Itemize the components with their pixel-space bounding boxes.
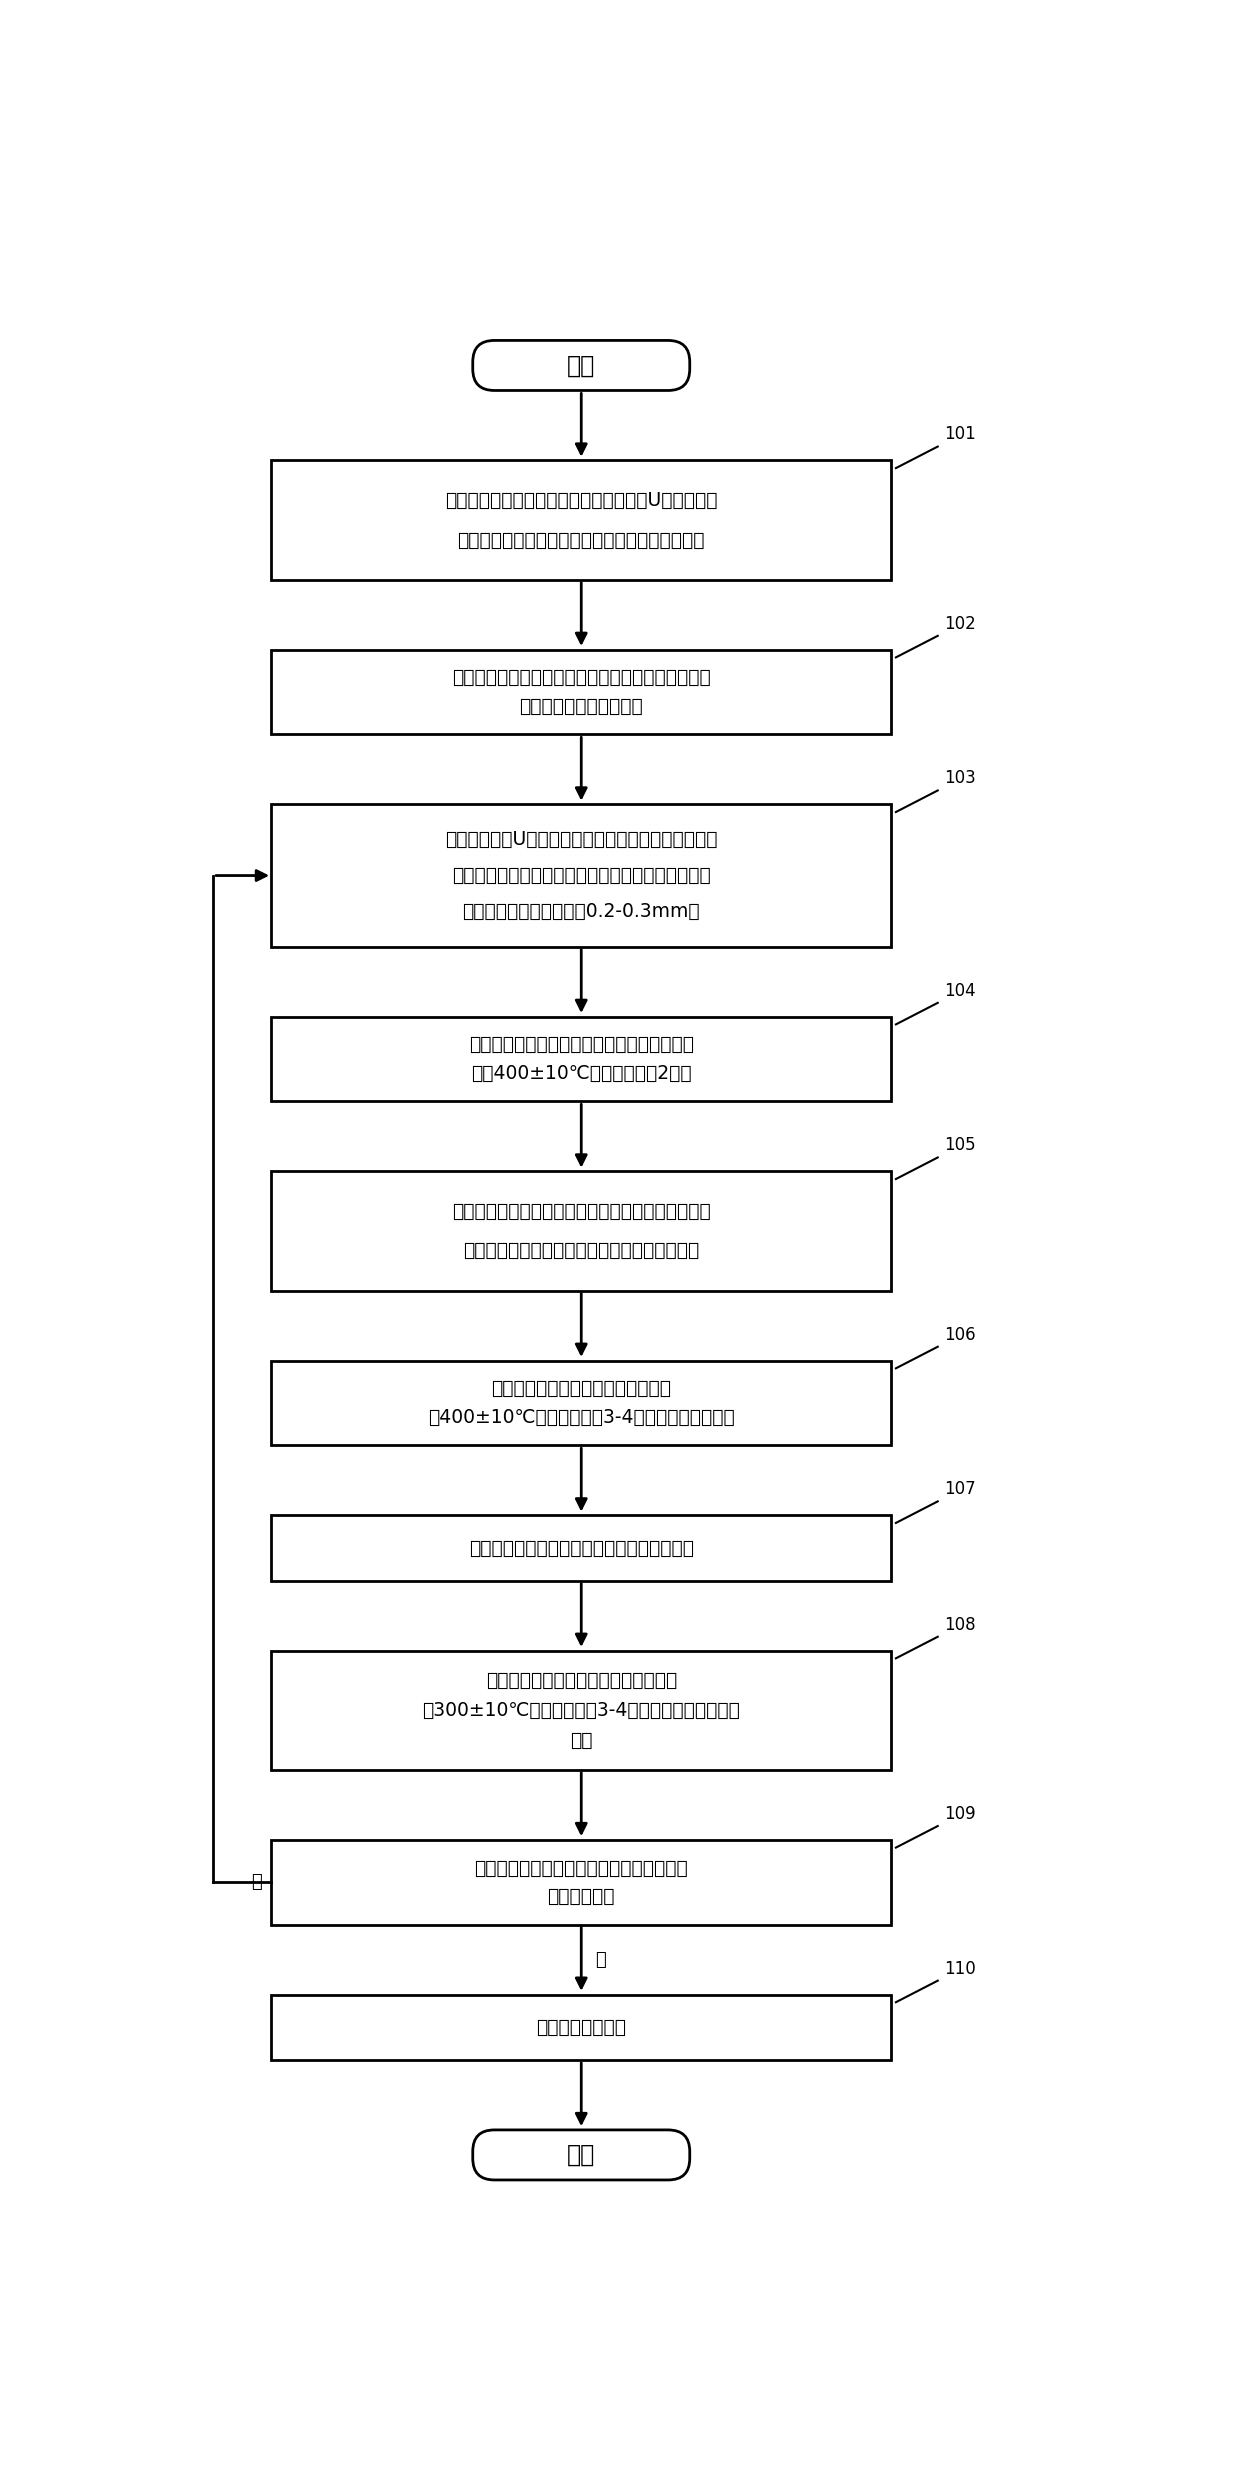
- Bar: [272, 651, 892, 735]
- Bar: [272, 1361, 892, 1446]
- Text: 110: 110: [944, 1960, 976, 1977]
- Text: 在300±10℃的温度下保温3-4小时，进行去应力时效: 在300±10℃的温度下保温3-4小时，进行去应力时效: [423, 1702, 740, 1719]
- Bar: [272, 1995, 892, 2059]
- Text: ，检测曲轴中间档轴颈跳动量，使弯曲最高点向上: ，检测曲轴中间档轴颈跳动量，使弯曲最高点向上: [458, 532, 706, 549]
- Bar: [272, 1652, 892, 1771]
- Text: 弯曲变形量使曲轴产生一定的反向弯曲弹性变形: 弯曲变形量使曲轴产生一定的反向弯曲弹性变形: [463, 1242, 699, 1259]
- Text: 107: 107: [944, 1480, 976, 1498]
- Text: 将出炉后的曲轴按照测算尺寸进行二次加压，即根据: 将出炉后的曲轴按照测算尺寸进行二次加压，即根据: [451, 1202, 711, 1220]
- Text: 103: 103: [944, 770, 976, 787]
- Text: 105: 105: [944, 1135, 976, 1155]
- Text: 并在400±10℃的温度下保温2小时: 并在400±10℃的温度下保温2小时: [471, 1063, 692, 1083]
- FancyBboxPatch shape: [472, 340, 689, 390]
- Text: 将弹性校正后的曲轴放入台式电阻炉: 将弹性校正后的曲轴放入台式电阻炉: [491, 1379, 671, 1398]
- Text: 在室温下测量曲轴的各档跳动量，判断是否: 在室温下测量曲轴的各档跳动量，判断是否: [475, 1858, 688, 1878]
- Text: 保持定型处理后曲轴的压力状态并空冷至室温: 保持定型处理后曲轴的压力状态并空冷至室温: [469, 1538, 693, 1557]
- Text: 处理: 处理: [570, 1731, 593, 1749]
- Text: 符合设计要求: 符合设计要求: [548, 1888, 615, 1905]
- FancyBboxPatch shape: [472, 2129, 689, 2181]
- Bar: [272, 1016, 892, 1100]
- Text: 校直底板上的相应螺孔中: 校直底板上的相应螺孔中: [520, 696, 644, 715]
- Bar: [272, 1515, 892, 1580]
- Text: 变形至预压尺寸（即预压0.2-0.3mm）: 变形至预压尺寸（即预压0.2-0.3mm）: [463, 902, 701, 922]
- Text: 在中间档轴颈相应位置处将对称设置的两根螺杆拧入: 在中间档轴颈相应位置处将对称设置的两根螺杆拧入: [451, 668, 711, 688]
- Text: 在400±10℃的温度下保温3-4小时，进行定型处理: 在400±10℃的温度下保温3-4小时，进行定型处理: [428, 1408, 734, 1426]
- Text: 106: 106: [944, 1326, 976, 1344]
- Bar: [272, 460, 892, 579]
- Text: 101: 101: [944, 425, 976, 445]
- Text: 104: 104: [944, 981, 976, 999]
- Text: 109: 109: [944, 1806, 976, 1823]
- Bar: [272, 1172, 892, 1292]
- Text: 开始: 开始: [567, 353, 595, 378]
- Text: 108: 108: [944, 1615, 976, 1634]
- Bar: [272, 1841, 892, 1925]
- Text: 杆适配的螺母，压下垫块，使曲轴产生反向弯曲弹性: 杆适配的螺母，压下垫块，使曲轴产生反向弯曲弹性: [451, 867, 711, 884]
- Text: 否: 否: [252, 1873, 262, 1890]
- Text: 是: 是: [595, 1950, 606, 1967]
- Bar: [272, 805, 892, 946]
- Text: 在螺杆上套设U型垫块并压在中间档轴颈上，拧紧与螺: 在螺杆上套设U型垫块并压在中间档轴颈上，拧紧与螺: [445, 830, 718, 850]
- Text: 将曲轴两端的主轴颈放在校直底板两侧的U型支承座上: 将曲轴两端的主轴颈放在校直底板两侧的U型支承座上: [445, 492, 718, 509]
- Text: 轴颈表面抛光探伤: 轴颈表面抛光探伤: [536, 2017, 626, 2037]
- Text: 将预压后的曲轴连同校直工装放入台式电阻炉: 将预压后的曲轴连同校直工装放入台式电阻炉: [469, 1036, 693, 1053]
- Text: 拧松螺母对曲轴卸载并放入台式电阻炉: 拧松螺母对曲轴卸载并放入台式电阻炉: [486, 1672, 677, 1689]
- Text: 结束: 结束: [567, 2144, 595, 2166]
- Text: 102: 102: [944, 614, 976, 633]
